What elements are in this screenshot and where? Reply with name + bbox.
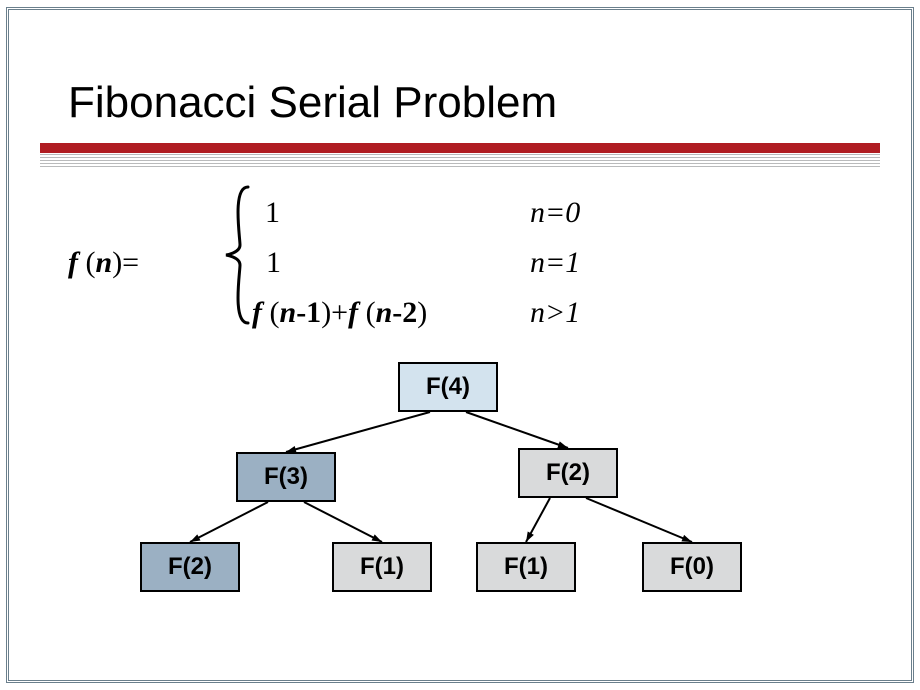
tree-node-n1a: F(1) <box>332 542 432 592</box>
equation-row2-value: 1 <box>266 246 281 280</box>
equation-row3-value: f (n-1)+f (n-2) <box>252 296 427 330</box>
tree-node-n4: F(4) <box>398 362 498 412</box>
equation-row1-value: 1 <box>265 196 280 230</box>
slide-title: Fibonacci Serial Problem <box>68 78 557 128</box>
tree-node-n3: F(3) <box>236 452 336 502</box>
equation-lhs: f (n)= <box>68 246 139 280</box>
tree-node-n0: F(0) <box>642 542 742 592</box>
tree-node-n1b: F(1) <box>476 542 576 592</box>
tree-node-n2r: F(2) <box>518 448 618 498</box>
title-underline-hatch <box>40 153 880 167</box>
equation-row2-cond: n=1 <box>530 246 580 280</box>
slide: Fibonacci Serial Problem f (n)= 1 n=0 1 … <box>0 0 920 690</box>
equation-row3-cond: n>1 <box>530 296 580 330</box>
title-underline-bar <box>40 143 880 153</box>
equation-row1-cond: n=0 <box>530 196 580 230</box>
tree-node-n2l: F(2) <box>140 542 240 592</box>
